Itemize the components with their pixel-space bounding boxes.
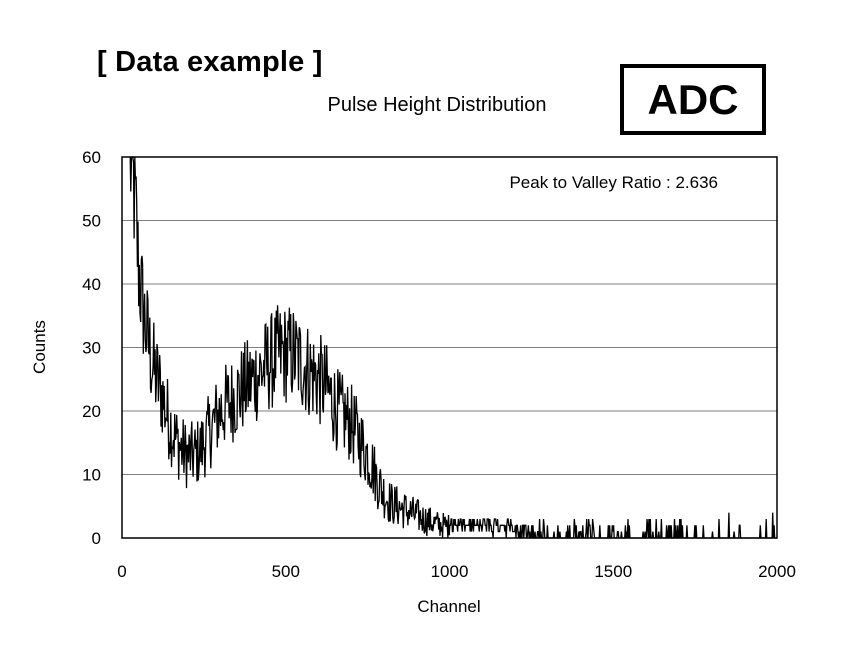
x-tick-label: 500 [272,562,300,581]
x-tick-label: 2000 [758,562,796,581]
peak-valley-annotation: Peak to Valley Ratio : 2.636 [509,173,718,192]
x-tick-label: 1500 [594,562,632,581]
y-axis-ticks: 0 10 20 30 40 50 60 [82,148,101,548]
y-tick-label: 20 [82,402,101,421]
data-example-heading: [ Data example ] [97,46,323,78]
y-tick-label: 30 [82,339,101,358]
y-axis-label: Counts [30,320,49,374]
plot-frame [121,156,778,539]
y-tick-label: 10 [82,466,101,485]
y-tick-label: 0 [92,529,101,548]
y-tick-label: 50 [82,212,101,231]
y-tick-label: 60 [82,148,101,167]
chart-title: Pulse Height Distribution [328,94,547,116]
series-line [129,156,777,539]
grid-lines [122,220,777,475]
y-tick-label: 40 [82,275,101,294]
adc-badge: ADC [620,64,766,135]
x-tick-label: 0 [117,562,126,581]
x-axis-ticks: 0 500 1000 1500 2000 [117,562,796,581]
x-axis-label: Channel [417,597,480,616]
x-tick-label: 1000 [431,562,469,581]
